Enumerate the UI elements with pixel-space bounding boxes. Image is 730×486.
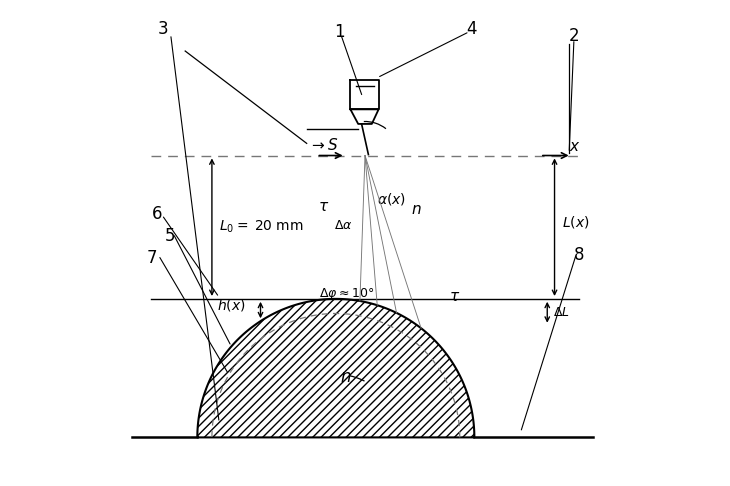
Text: $\tau$: $\tau$ <box>449 289 461 304</box>
Text: $\alpha(x)$: $\alpha(x)$ <box>377 191 406 207</box>
Text: $\Delta\alpha$: $\Delta\alpha$ <box>334 220 353 232</box>
Text: $h(x)$: $h(x)$ <box>218 297 246 313</box>
Text: $L_0 = \;20\;\mathrm{mm}$: $L_0 = \;20\;\mathrm{mm}$ <box>219 219 304 235</box>
Text: 6: 6 <box>153 205 163 223</box>
Text: 1: 1 <box>334 22 345 41</box>
Text: $x$: $x$ <box>569 139 581 154</box>
Text: 7: 7 <box>147 248 158 267</box>
Text: 4: 4 <box>466 20 477 38</box>
Text: $\Delta L$: $\Delta L$ <box>553 306 570 319</box>
Text: $n$: $n$ <box>340 367 351 386</box>
Text: $\Delta\varphi\approx10°$: $\Delta\varphi\approx10°$ <box>319 286 374 302</box>
Text: 5: 5 <box>164 226 175 245</box>
Text: 3: 3 <box>158 20 169 38</box>
Text: 8: 8 <box>574 246 584 264</box>
Text: 2: 2 <box>569 27 580 46</box>
Text: $\rightarrow S$: $\rightarrow S$ <box>309 137 339 153</box>
Text: $\tau$: $\tau$ <box>318 199 329 214</box>
Text: $L(x)$: $L(x)$ <box>562 214 589 230</box>
Text: $n$: $n$ <box>411 203 421 217</box>
